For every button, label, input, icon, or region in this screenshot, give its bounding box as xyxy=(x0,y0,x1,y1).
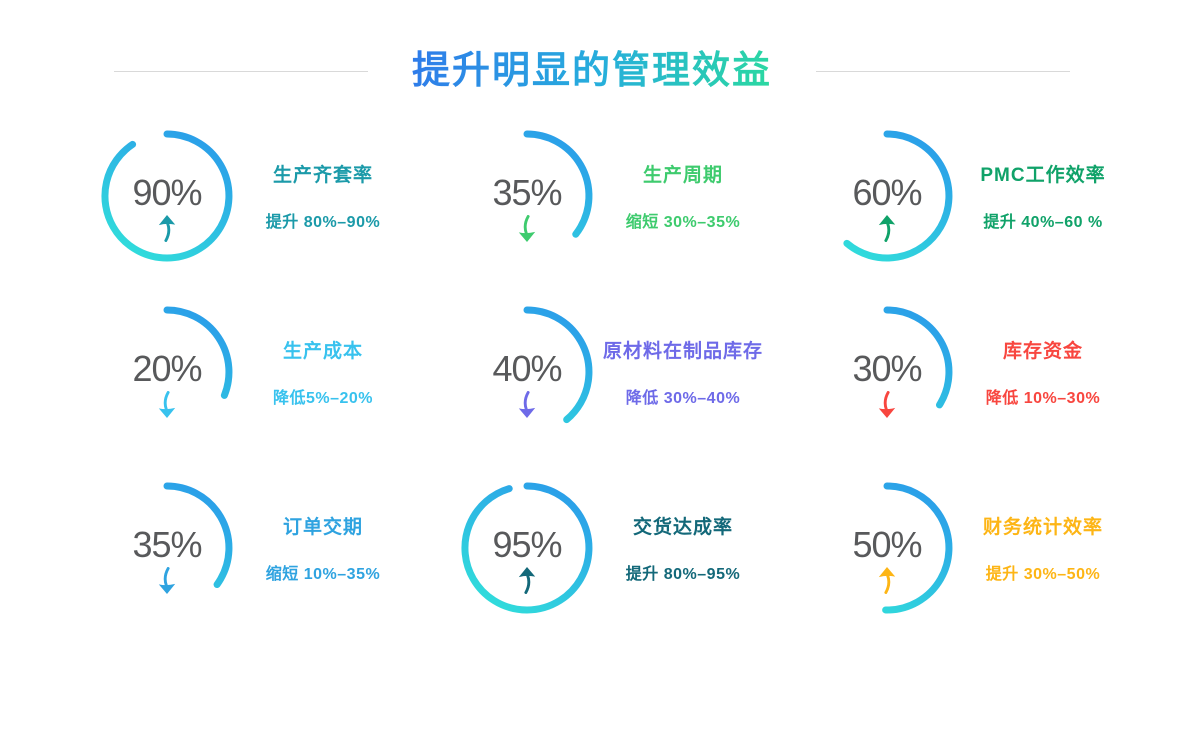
gauge-card: 30% 库存资金 降低 10%–30% xyxy=(773,302,1133,442)
trend-up-arrow-icon xyxy=(158,215,176,243)
gauge-label: PMC工作效率 xyxy=(980,164,1106,186)
gauge-arc xyxy=(461,130,593,262)
gauge-card: 40% 原材料在制品库存 降低 30%–40% xyxy=(413,302,773,442)
gauge-texts: 财务统计效率 提升 30%–50% xyxy=(957,512,1133,584)
gauge-change: 提升 40%–60 % xyxy=(983,213,1103,231)
gauge-arc xyxy=(461,306,593,438)
title-rule-right xyxy=(816,71,1071,73)
gauge-ring: 35% xyxy=(457,126,597,266)
gauge-change: 降低 10%–30% xyxy=(985,389,1101,407)
gauge-label: 原材料在制品库存 xyxy=(602,340,763,362)
gauge-value: 20% xyxy=(132,348,202,390)
gauge-card: 95% 交货达成率 提升 80%–95% xyxy=(413,478,773,618)
gauge-center: 35% xyxy=(97,478,237,618)
gauge-label: 生产成本 xyxy=(282,340,363,362)
gauge-label: 库存资金 xyxy=(1002,340,1083,362)
gauge-card: 35% 生产周期 缩短 30%–35% xyxy=(413,126,773,266)
title-rule-left xyxy=(114,71,368,73)
gauge-card: 20% 生产成本 降低5%–20% xyxy=(53,302,413,442)
gauge-card: 50% 财务统计效率 提升 30%–50% xyxy=(773,478,1133,618)
trend-up-arrow-icon xyxy=(518,567,536,595)
gauge-ring: 90% xyxy=(97,126,237,266)
gauge-change: 缩短 30%–35% xyxy=(625,213,741,231)
gauge-value: 40% xyxy=(492,348,562,390)
gauge-texts: 订单交期 缩短 10%–35% xyxy=(237,512,413,584)
gauge-value: 30% xyxy=(852,348,922,390)
gauge-ring: 50% xyxy=(817,478,957,618)
gauge-arc xyxy=(821,306,953,438)
gauge-ring: 35% xyxy=(97,478,237,618)
gauge-texts: 库存资金 降低 10%–30% xyxy=(957,336,1133,408)
gauge-texts: 生产成本 降低5%–20% xyxy=(237,336,413,408)
gauge-change: 提升 30%–50% xyxy=(985,565,1101,583)
gauge-change: 缩短 10%–35% xyxy=(265,565,381,583)
gauge-value: 95% xyxy=(492,524,562,566)
gauge-center: 30% xyxy=(817,302,957,442)
gauge-texts: 交货达成率 提升 80%–95% xyxy=(597,512,773,584)
gauge-change: 降低5%–20% xyxy=(272,389,374,407)
gauge-value: 35% xyxy=(492,172,562,214)
gauge-label: 交货达成率 xyxy=(632,516,733,538)
gauge-arc xyxy=(821,130,953,262)
slide-header: 提升明显的管理效益 xyxy=(114,50,1071,94)
gauge-arc xyxy=(821,482,953,614)
gauge-arc xyxy=(101,130,233,262)
gauge-arc xyxy=(101,482,233,614)
gauge-ring: 30% xyxy=(817,302,957,442)
gauge-change: 降低 30%–40% xyxy=(625,389,741,407)
gauge-texts: 生产周期 缩短 30%–35% xyxy=(597,160,773,232)
gauge-change: 提升 80%–95% xyxy=(625,565,741,583)
gauge-value: 60% xyxy=(852,172,922,214)
gauge-label: 生产周期 xyxy=(642,164,723,186)
gauge-center: 20% xyxy=(97,302,237,442)
trend-down-arrow-icon xyxy=(158,567,176,595)
gauge-value: 50% xyxy=(852,524,922,566)
gauge-card: 60% PMC工作效率 提升 40%–60 % xyxy=(773,126,1133,266)
gauge-center: 60% xyxy=(817,126,957,266)
page-title: 提升明显的管理效益 xyxy=(412,50,773,92)
gauge-center: 50% xyxy=(817,478,957,618)
gauge-label: 财务统计效率 xyxy=(982,516,1103,538)
gauge-value: 90% xyxy=(132,172,202,214)
gauge-center: 90% xyxy=(97,126,237,266)
gauge-ring: 95% xyxy=(457,478,597,618)
trend-down-arrow-icon xyxy=(518,215,536,243)
gauge-center: 35% xyxy=(457,126,597,266)
trend-down-arrow-icon xyxy=(878,391,896,419)
gauge-center: 95% xyxy=(457,478,597,618)
gauge-texts: 原材料在制品库存 降低 30%–40% xyxy=(597,336,773,408)
gauge-label: 订单交期 xyxy=(282,516,363,538)
gauge-card: 35% 订单交期 缩短 10%–35% xyxy=(53,478,413,618)
gauge-arc xyxy=(461,482,593,614)
gauge-grid: 90% 生产齐套率 提升 80%–90% 35% xyxy=(53,126,1133,618)
gauge-texts: PMC工作效率 提升 40%–60 % xyxy=(957,160,1133,232)
trend-up-arrow-icon xyxy=(878,215,896,243)
gauge-label: 生产齐套率 xyxy=(272,164,373,186)
gauge-center: 40% xyxy=(457,302,597,442)
trend-down-arrow-icon xyxy=(518,391,536,419)
gauge-arc xyxy=(101,306,233,438)
gauge-ring: 40% xyxy=(457,302,597,442)
gauge-card: 90% 生产齐套率 提升 80%–90% xyxy=(53,126,413,266)
gauge-ring: 60% xyxy=(817,126,957,266)
trend-up-arrow-icon xyxy=(878,567,896,595)
gauge-change: 提升 80%–90% xyxy=(265,213,381,231)
gauge-value: 35% xyxy=(132,524,202,566)
gauge-texts: 生产齐套率 提升 80%–90% xyxy=(237,160,413,232)
trend-down-arrow-icon xyxy=(158,391,176,419)
gauge-ring: 20% xyxy=(97,302,237,442)
